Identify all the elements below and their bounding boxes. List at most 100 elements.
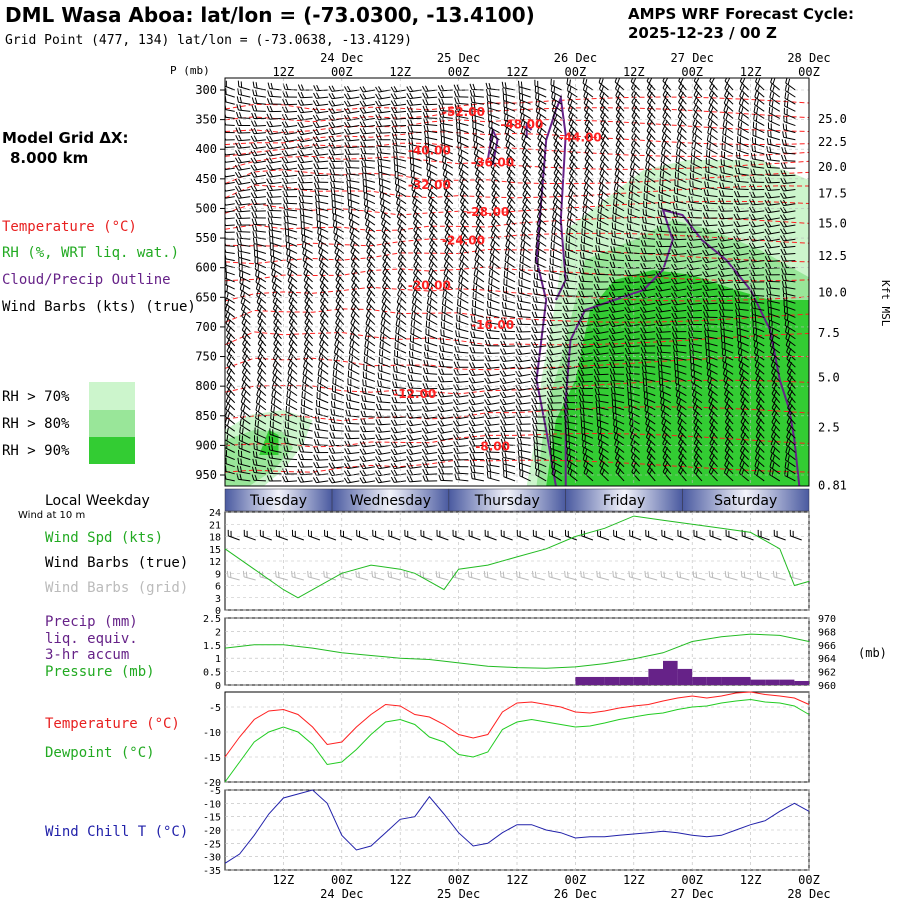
dewpoint-label: Dewpoint (°C) xyxy=(45,745,155,761)
wind-barb xyxy=(251,112,266,120)
wind-barb xyxy=(641,224,656,233)
wind-barb xyxy=(662,82,672,98)
rh80-swatch xyxy=(89,410,135,437)
precip-label-1: Precip (mm) xyxy=(45,614,138,630)
wind-barb xyxy=(428,210,438,226)
time-tick-label: 00Z xyxy=(565,873,587,887)
wind-barb xyxy=(235,127,251,134)
wind-barb xyxy=(783,115,796,127)
precip-bar xyxy=(750,679,766,685)
wind-barb xyxy=(472,128,485,141)
page-title: DML Wasa Aboa: lat/lon = (-73.0300, -13.… xyxy=(5,3,535,27)
wind-barb xyxy=(704,173,718,183)
wind-barb xyxy=(703,196,718,205)
precip-bar xyxy=(590,676,605,685)
wind-barb xyxy=(328,114,344,122)
time-tick-label: 12Z xyxy=(273,873,295,887)
precip-bar xyxy=(633,676,649,685)
wind-barb xyxy=(491,181,500,197)
wind-barb xyxy=(299,209,313,219)
panel-tick-label: -35 xyxy=(203,866,221,877)
wind-barb xyxy=(627,207,640,219)
time-tick-label: 00Z xyxy=(331,65,353,79)
wind-barb xyxy=(282,184,298,191)
temperature-contour xyxy=(225,130,809,146)
time-tick-label: 12Z xyxy=(623,873,645,887)
wind-barb xyxy=(631,103,641,119)
panel-tick-label: -15 xyxy=(203,753,221,764)
wind-barb xyxy=(735,159,749,169)
wind-barb xyxy=(487,101,500,112)
wind-barb xyxy=(522,181,532,197)
wind-barb xyxy=(661,132,672,148)
wind-barb xyxy=(266,204,282,212)
wind-barb xyxy=(281,128,298,136)
wind-barb xyxy=(534,79,547,91)
wind-barb xyxy=(615,103,625,119)
wind-barb xyxy=(379,185,391,198)
wind-barb xyxy=(643,200,656,212)
wind-barb xyxy=(597,206,609,219)
panel-tick-label: -20 xyxy=(203,826,221,837)
date-tick-label: 24 Dec xyxy=(320,51,363,65)
rh90-label: RH > 90% xyxy=(2,443,70,459)
precip-bar xyxy=(575,676,590,685)
wind-barb xyxy=(459,189,469,205)
wind-barb xyxy=(764,184,780,191)
wind-barb xyxy=(613,199,625,212)
wind-barb xyxy=(486,95,500,105)
wind-barb xyxy=(471,109,485,119)
wind-barb xyxy=(674,171,687,183)
wind-barb xyxy=(297,163,313,170)
wind-barb xyxy=(780,199,796,207)
wind-barb xyxy=(331,194,344,205)
wind-barb xyxy=(267,90,282,98)
height-axis-title: Kft MSL xyxy=(879,280,892,327)
wind-barb xyxy=(611,222,625,233)
wind-barb xyxy=(266,150,282,157)
wind-barb xyxy=(689,172,703,183)
wind-barb xyxy=(314,195,329,205)
wind-barb xyxy=(569,153,578,169)
wind-barb xyxy=(538,167,547,183)
wind-barb xyxy=(675,163,687,176)
legend-wind-barbs: Wind Barbs (kts) (true) xyxy=(2,299,196,315)
wind-barb xyxy=(328,142,344,149)
wind-barb xyxy=(782,123,796,134)
weekday-label: Friday xyxy=(603,493,645,509)
wind-barb xyxy=(360,154,375,162)
rh90-swatch xyxy=(89,437,135,464)
wind-barb xyxy=(733,206,749,213)
wind-barb xyxy=(235,111,251,119)
wind-barb xyxy=(328,107,344,114)
wind-barb xyxy=(750,152,765,162)
wind-barb xyxy=(692,118,703,134)
wind-barb xyxy=(721,150,734,162)
wind-barb xyxy=(394,165,407,176)
weekday-label: Tuesday xyxy=(249,493,307,509)
wind-barb xyxy=(343,107,360,114)
precip-bar xyxy=(721,676,736,685)
wind-barb xyxy=(537,153,547,169)
rh70-swatch xyxy=(89,382,135,410)
wind-barb xyxy=(250,192,266,199)
wind-barb xyxy=(780,214,796,221)
wind-barb xyxy=(359,121,375,128)
wind-barb xyxy=(584,132,594,148)
wind-barb xyxy=(764,192,780,199)
pressure-tick-label: 970 xyxy=(818,614,836,625)
wind-barb xyxy=(267,211,282,219)
wind-barb xyxy=(658,194,671,205)
wind-barb xyxy=(506,160,516,176)
wind-spd-label: Wind Spd (kts) xyxy=(45,530,163,546)
wind-barb xyxy=(706,142,718,155)
pressure-tick-label: 650 xyxy=(195,290,217,304)
wind-barb xyxy=(583,182,594,197)
time-tick-label: 12Z xyxy=(273,65,295,79)
wind-barb xyxy=(702,204,718,212)
vertical-section-chart: -52.00 -48.00 -44.00 -40.00 -36.00 -32.00 -28.… xyxy=(170,64,892,493)
wind-barb xyxy=(768,114,781,126)
wind-barb xyxy=(764,177,780,184)
wind-barb xyxy=(615,117,625,133)
wind-barb xyxy=(409,151,422,162)
